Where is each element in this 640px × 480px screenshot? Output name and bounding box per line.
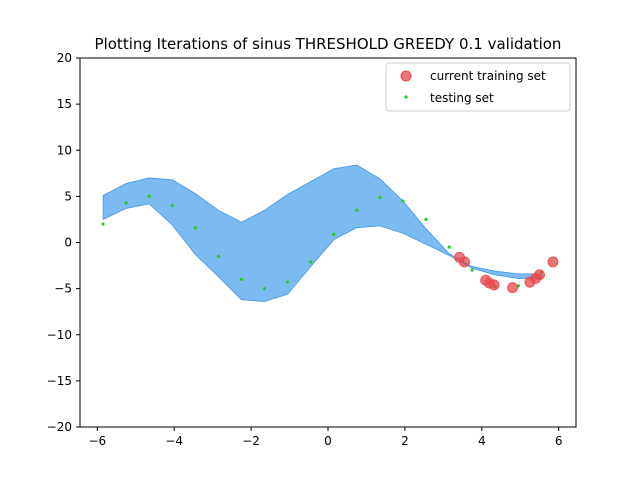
chart-title: Plotting Iterations of sinus THRESHOLD G… bbox=[95, 35, 562, 53]
testing-point bbox=[447, 245, 451, 249]
y-tick-label: −10 bbox=[47, 328, 72, 342]
testing-point bbox=[470, 268, 474, 272]
legend-training-label: current training set bbox=[430, 69, 546, 83]
training-point bbox=[534, 269, 545, 281]
testing-point bbox=[309, 260, 313, 264]
y-tick-label: −20 bbox=[47, 420, 72, 434]
testing-point bbox=[147, 194, 151, 198]
y-tick-label: 20 bbox=[57, 51, 72, 65]
testing-point bbox=[101, 222, 105, 226]
y-tick-label: 5 bbox=[64, 189, 72, 203]
testing-point bbox=[193, 226, 197, 230]
training-point bbox=[547, 256, 559, 268]
x-tick-label: −4 bbox=[165, 434, 183, 448]
testing-point bbox=[124, 201, 128, 205]
testing-point bbox=[424, 217, 428, 222]
x-tick-label: 2 bbox=[401, 434, 409, 448]
testing-point bbox=[216, 254, 221, 258]
training-point bbox=[507, 282, 518, 294]
x-tick-label: 4 bbox=[478, 434, 486, 448]
legend-testing-label: testing set bbox=[430, 91, 494, 105]
y-tick-label: −5 bbox=[54, 282, 72, 296]
legend: current training set testing set bbox=[385, 62, 571, 112]
x-axis-ticks: −6 −4 −2 0 2 4 6 bbox=[88, 427, 563, 448]
testing-point bbox=[262, 287, 267, 291]
confidence-band bbox=[102, 164, 542, 302]
testing-point bbox=[286, 280, 290, 284]
training-point bbox=[459, 256, 470, 268]
x-tick-label: −6 bbox=[88, 434, 106, 448]
testing-point bbox=[239, 277, 244, 281]
training-point bbox=[488, 279, 500, 291]
testing-point bbox=[378, 195, 382, 199]
y-axis-ticks: −20 −15 −10 −5 0 5 10 15 20 bbox=[47, 51, 80, 434]
testing-point bbox=[170, 204, 174, 208]
y-tick-label: 15 bbox=[57, 97, 72, 111]
y-tick-label: −15 bbox=[47, 374, 72, 388]
training-points-layer bbox=[454, 251, 559, 294]
testing-point bbox=[401, 199, 405, 203]
legend-training-marker bbox=[400, 70, 412, 82]
x-tick-label: −2 bbox=[242, 434, 260, 448]
confidence-band-layer bbox=[102, 164, 542, 302]
legend-box bbox=[385, 62, 571, 112]
x-tick-label: 0 bbox=[324, 434, 332, 448]
testing-point bbox=[355, 208, 359, 212]
legend-testing-marker bbox=[404, 95, 408, 99]
y-tick-label: 0 bbox=[64, 236, 72, 250]
testing-point bbox=[332, 232, 336, 236]
y-tick-label: 10 bbox=[57, 143, 72, 157]
x-tick-label: 6 bbox=[555, 434, 563, 448]
